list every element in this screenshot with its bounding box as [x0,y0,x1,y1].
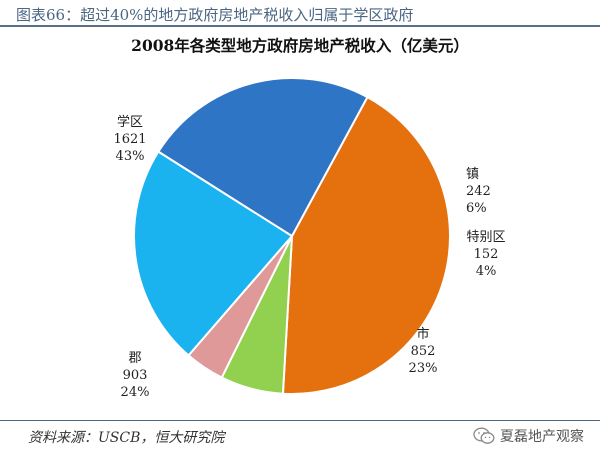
slice-label-xuequ: 学区 1621 43% [100,114,160,165]
slice-value: 1621 [113,132,147,147]
slice-percent: 43% [115,149,145,164]
slice-category: 市 [416,327,430,342]
slice-category: 郡 [128,351,142,366]
slice-label-shi: 市 852 23% [398,326,448,377]
chart-title: 2008年各类型地方政府房地产税收入（亿美元） [131,36,469,55]
slice-label-tebiequ: 特别区 152 4% [456,229,516,280]
figure-header: 图表66：超过40%的地方政府房地产税收入归属于学区政府 [0,0,600,27]
pie-slice-jun [157,77,369,238]
slice-label-zhen: 镇 242 6% [466,166,516,217]
slice-value: 152 [473,247,499,262]
slice-value: 903 [122,368,148,383]
slice-label-jun: 郡 903 24% [110,350,160,401]
source-note: 资料来源：USCB，恒大研究院 [28,430,225,446]
slice-percent: 24% [120,385,150,400]
slice-percent: 6% [466,201,487,216]
pie-slice-xuequ [281,95,451,395]
brand-name: 夏磊地产观察 [500,429,584,445]
pie-slice-shi [133,150,294,357]
slice-category: 学区 [116,115,143,130]
footer-divider [0,420,600,421]
slice-percent: 23% [408,361,438,376]
slice-category: 特别区 [466,230,506,245]
slice-value: 852 [410,344,436,359]
slice-percent: 4% [475,264,497,279]
brand-watermark: 夏磊地产观察 [473,426,584,446]
slice-value: 242 [466,184,491,199]
slice-category: 镇 [466,167,480,182]
figure-title: 图表66：超过40%的地方政府房地产税收入归属于学区政府 [16,6,414,24]
wechat-icon [473,427,495,444]
